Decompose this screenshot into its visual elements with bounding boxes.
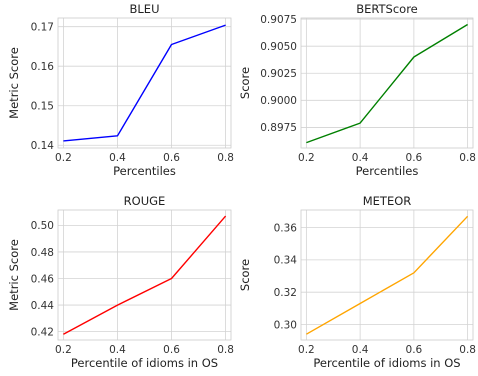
y-tick-label: 0.50 — [31, 220, 54, 232]
x-tick-label: 0.6 — [163, 344, 180, 356]
y-tick-label: 0.42 — [31, 326, 54, 338]
y-tick-label: 0.9000 — [260, 95, 297, 107]
chart-title: METEOR — [363, 194, 412, 208]
y-tick-label: 0.48 — [31, 247, 54, 259]
x-tick-label: 0.4 — [109, 152, 126, 164]
y-tick-label: 0.34 — [274, 255, 298, 267]
subplot-bertscore: 0.2 0.4 0.6 0.8 0.8975 0.9000 0.9025 0.9050 0.90… — [238, 2, 476, 178]
subplot-rouge: 0.2 0.4 0.6 0.8 0.42 0.44 0.46 0.48 0.50 ROUGE Per… — [7, 194, 234, 370]
y-tick-label: 0.14 — [31, 140, 55, 152]
plot-frame — [300, 209, 474, 341]
y-axis-label: Metric Score — [7, 47, 21, 119]
x-tick-label: 0.6 — [163, 152, 180, 164]
y-tick-label: 0.9050 — [260, 41, 297, 53]
chart-title: BERTScore — [356, 2, 418, 16]
x-tick-label: 0.2 — [55, 152, 72, 164]
x-tick-label: 0.6 — [406, 344, 423, 356]
plot-frame — [57, 209, 232, 341]
series-line — [306, 215, 469, 335]
series-line — [63, 24, 226, 142]
x-tick-label: 0.2 — [298, 344, 315, 356]
x-axis-label: Percentiles — [356, 164, 419, 178]
y-axis-label: Metric Score — [7, 239, 21, 311]
plot-frame — [300, 17, 474, 149]
chart-title: ROUGE — [124, 194, 166, 208]
y-tick-label: 0.8975 — [260, 122, 297, 134]
y-tick-label: 0.46 — [31, 273, 55, 285]
y-tick-label: 0.44 — [31, 300, 55, 312]
chart-title: BLEU — [130, 2, 160, 16]
y-tick-label: 0.32 — [274, 287, 297, 299]
series-line — [306, 23, 468, 144]
x-axis-label: Percentiles — [113, 164, 176, 178]
x-tick-label: 0.6 — [406, 152, 423, 164]
x-tick-label: 0.2 — [298, 152, 315, 164]
x-tick-label: 0.4 — [352, 152, 369, 164]
y-tick-label: 0.9025 — [260, 68, 297, 80]
y-tick-label: 0.17 — [31, 21, 54, 33]
x-tick-label: 0.8 — [217, 344, 234, 356]
x-tick-label: 0.4 — [352, 344, 369, 356]
x-axis-label: Percentile of idioms in OS — [313, 356, 460, 370]
y-tick-label: 0.9075 — [260, 14, 297, 26]
y-tick-label: 0.15 — [31, 101, 54, 113]
y-axis-label: Score — [238, 67, 252, 99]
y-tick-label: 0.16 — [31, 61, 55, 73]
y-axis-label: Score — [238, 259, 252, 291]
x-tick-label: 0.8 — [459, 152, 476, 164]
plot-frame — [57, 17, 232, 149]
subplot-meteor: 0.2 0.4 0.6 0.8 0.30 0.32 0.34 0.36 METEOR Percen… — [238, 194, 476, 370]
y-tick-label: 0.36 — [274, 222, 298, 234]
series-line — [63, 215, 227, 335]
x-axis-label: Percentile of idioms in OS — [71, 356, 218, 370]
x-tick-label: 0.4 — [109, 344, 126, 356]
x-tick-label: 0.8 — [217, 152, 234, 164]
x-tick-label: 0.8 — [459, 344, 476, 356]
y-tick-label: 0.30 — [274, 319, 297, 331]
x-tick-label: 0.2 — [55, 344, 72, 356]
subplot-bleu: 0.2 0.4 0.6 0.8 0.14 0.15 0.16 0.17 BLEU Percenti… — [7, 2, 234, 178]
